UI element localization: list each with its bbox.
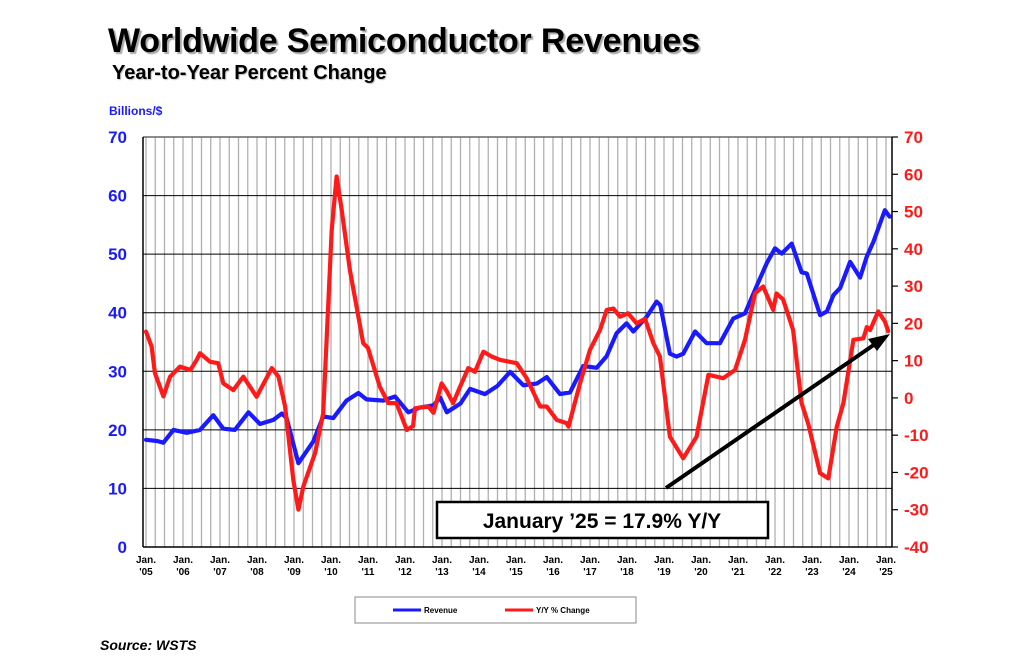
x-tick-label: '23 <box>805 567 819 578</box>
grid <box>143 137 892 547</box>
x-tick-label: '22 <box>768 567 782 578</box>
x-tick-label: Jan. <box>728 555 748 566</box>
x-tick-label: Jan. <box>654 555 674 566</box>
x-tick-label: '11 <box>362 567 375 578</box>
x-tick-label: '13 <box>435 567 449 578</box>
x-tick-label: '10 <box>324 567 338 578</box>
legend: Revenue Y/Y % Change <box>354 596 637 624</box>
right-tick-label: 30 <box>904 277 923 296</box>
right-tick-label: -30 <box>904 501 929 520</box>
left-tick-label: 0 <box>118 538 127 557</box>
x-tick-label: Jan. <box>210 555 230 566</box>
chart-title: Worldwide Semiconductor Revenues <box>108 22 700 60</box>
x-tick-label: '09 <box>287 567 301 578</box>
arrow-head-icon <box>868 334 890 351</box>
right-tick-label: 70 <box>904 128 923 147</box>
right-tick-label: 40 <box>904 240 923 259</box>
x-tick-label: '21 <box>731 567 745 578</box>
series <box>143 174 892 512</box>
x-tick-label: Jan. <box>432 555 452 566</box>
axes: 0 10 20 30 40 50 60 70 -40 -30 -20 -10 0 10 20 30 40 50 60… <box>108 128 929 578</box>
left-tick-label: 60 <box>108 187 127 206</box>
x-tick-label: '17 <box>583 567 597 578</box>
left-tick-label: 40 <box>108 304 127 323</box>
annotation-text: January ’25 = 17.9% Y/Y <box>483 510 721 533</box>
left-tick-label: 20 <box>108 421 127 440</box>
revenue-line <box>143 208 892 466</box>
left-tick-label: 50 <box>108 245 127 264</box>
x-tick-label: Jan. <box>247 555 267 566</box>
x-tick-label: Jan. <box>136 555 156 566</box>
x-tick-label: Jan. <box>321 555 341 566</box>
left-tick-label: 30 <box>108 362 127 381</box>
x-tick-label: Jan. <box>617 555 637 566</box>
source-note: Source: WSTS <box>100 637 197 653</box>
x-tick-label: '06 <box>176 567 190 578</box>
x-tick-label: Jan. <box>765 555 785 566</box>
x-tick-label: Jan. <box>876 555 896 566</box>
x-tick-label: Jan. <box>543 555 563 566</box>
x-tick-label: '16 <box>546 567 560 578</box>
annotation-box: January ’25 = 17.9% Y/Y <box>435 500 770 540</box>
legend-revenue-label: Revenue <box>424 606 458 615</box>
x-tick-label: '08 <box>250 567 264 578</box>
x-tick-label: '19 <box>657 567 671 578</box>
x-tick-label: '18 <box>620 567 634 578</box>
x-tick-label: '14 <box>472 567 486 578</box>
x-tick-label: Jan. <box>358 555 378 566</box>
x-tick-label: Jan. <box>284 555 304 566</box>
right-tick-label: 50 <box>904 203 923 222</box>
trend-arrow <box>664 334 890 490</box>
x-tick-label: Jan. <box>173 555 193 566</box>
right-tick-label: 60 <box>904 165 923 184</box>
legend-yy-label: Y/Y % Change <box>536 606 590 615</box>
right-tick-label: -40 <box>904 538 929 557</box>
right-tick-label: -20 <box>904 463 929 482</box>
x-tick-label: '25 <box>879 567 893 578</box>
x-tick-label: Jan. <box>469 555 489 566</box>
left-axis-label: Billions/$ <box>109 104 163 118</box>
x-tick-label: Jan. <box>691 555 711 566</box>
right-tick-label: -10 <box>904 426 929 445</box>
x-tick-label: Jan. <box>395 555 415 566</box>
x-tick-label: '12 <box>398 567 412 578</box>
right-tick-label: 10 <box>904 352 923 371</box>
x-tick-label: '15 <box>509 567 523 578</box>
x-tick-label: Jan. <box>802 555 822 566</box>
x-tick-label: '07 <box>213 567 227 578</box>
x-tick-label: '20 <box>694 567 708 578</box>
left-tick-label: 10 <box>108 479 127 498</box>
right-tick-label: 20 <box>904 314 923 333</box>
x-tick-label: '05 <box>139 567 153 578</box>
left-tick-label: 70 <box>108 128 127 147</box>
x-tick-label: Jan. <box>580 555 600 566</box>
x-tick-label: Jan. <box>839 555 859 566</box>
x-tick-label: '24 <box>842 567 856 578</box>
right-tick-label: 0 <box>904 389 913 408</box>
chart-subtitle: Year-to-Year Percent Change <box>112 62 387 84</box>
x-tick-label: Jan. <box>506 555 526 566</box>
